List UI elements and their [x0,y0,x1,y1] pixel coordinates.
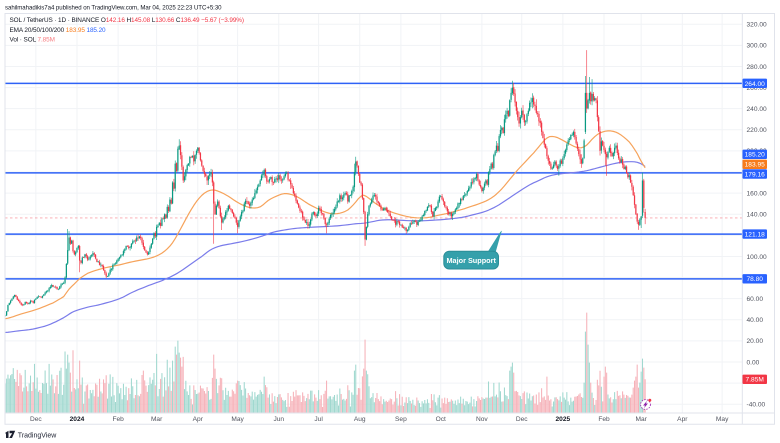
svg-text:May: May [716,416,729,423]
svg-text:Apr: Apr [677,416,688,423]
svg-text:Oct: Oct [436,416,446,423]
svg-text:300.00: 300.00 [747,43,768,50]
svg-text:185.20: 185.20 [745,152,766,159]
svg-text:Aug: Aug [354,416,366,423]
svg-text:260.00: 260.00 [747,85,768,92]
svg-text:2024: 2024 [70,416,85,423]
svg-text:60.00: 60.00 [747,296,764,303]
svg-text:Sep: Sep [395,416,407,423]
svg-text:Mar: Mar [635,416,647,423]
svg-text:320.00: 320.00 [747,22,768,29]
svg-text:Feb: Feb [598,416,610,423]
svg-text:Apr: Apr [193,416,204,423]
svg-text:Major Support: Major Support [446,256,496,265]
svg-text:TradingView: TradingView [18,432,57,439]
svg-text:240.00: 240.00 [747,106,768,113]
svg-text:Nov: Nov [476,416,488,423]
svg-text:May: May [231,416,244,423]
svg-text:Feb: Feb [112,416,124,423]
svg-text:264.00: 264.00 [745,81,766,88]
svg-text:sahilmahadikis7a4 published on: sahilmahadikis7a4 published on TradingVi… [5,4,222,11]
svg-text:280.00: 280.00 [747,64,768,71]
svg-text:Dec: Dec [516,416,528,423]
svg-text:Vol · SOL 7.85M: Vol · SOL 7.85M [10,37,55,44]
svg-text:-40.00: -40.00 [747,402,766,409]
svg-text:Mar: Mar [151,416,163,423]
svg-text:Dec: Dec [30,416,42,423]
svg-text:Jul: Jul [314,416,323,423]
svg-text:0.00: 0.00 [747,359,760,366]
svg-text:78.80: 78.80 [746,276,763,283]
svg-text:100.00: 100.00 [747,254,768,261]
svg-text:160.00: 160.00 [747,190,768,197]
svg-text:7.85M: 7.85M [746,377,764,384]
svg-text:179.16: 179.16 [745,171,766,178]
svg-text:121.18: 121.18 [745,231,766,238]
svg-text:183.95: 183.95 [745,162,766,169]
svg-text:EMA 20/50/100/200 183.95 185.: EMA 20/50/100/200 183.95 185.20 [10,27,107,34]
svg-text:40.00: 40.00 [747,317,764,324]
svg-text:SOL / TetherUS · 1D · BINANCE: SOL / TetherUS · 1D · BINANCE O142.16 H1… [10,17,244,24]
svg-text:20.00: 20.00 [747,338,764,345]
svg-text:2025: 2025 [556,416,571,423]
svg-text:140.00: 140.00 [747,212,768,219]
svg-text:220.00: 220.00 [747,127,768,134]
svg-text:Jun: Jun [273,416,284,423]
